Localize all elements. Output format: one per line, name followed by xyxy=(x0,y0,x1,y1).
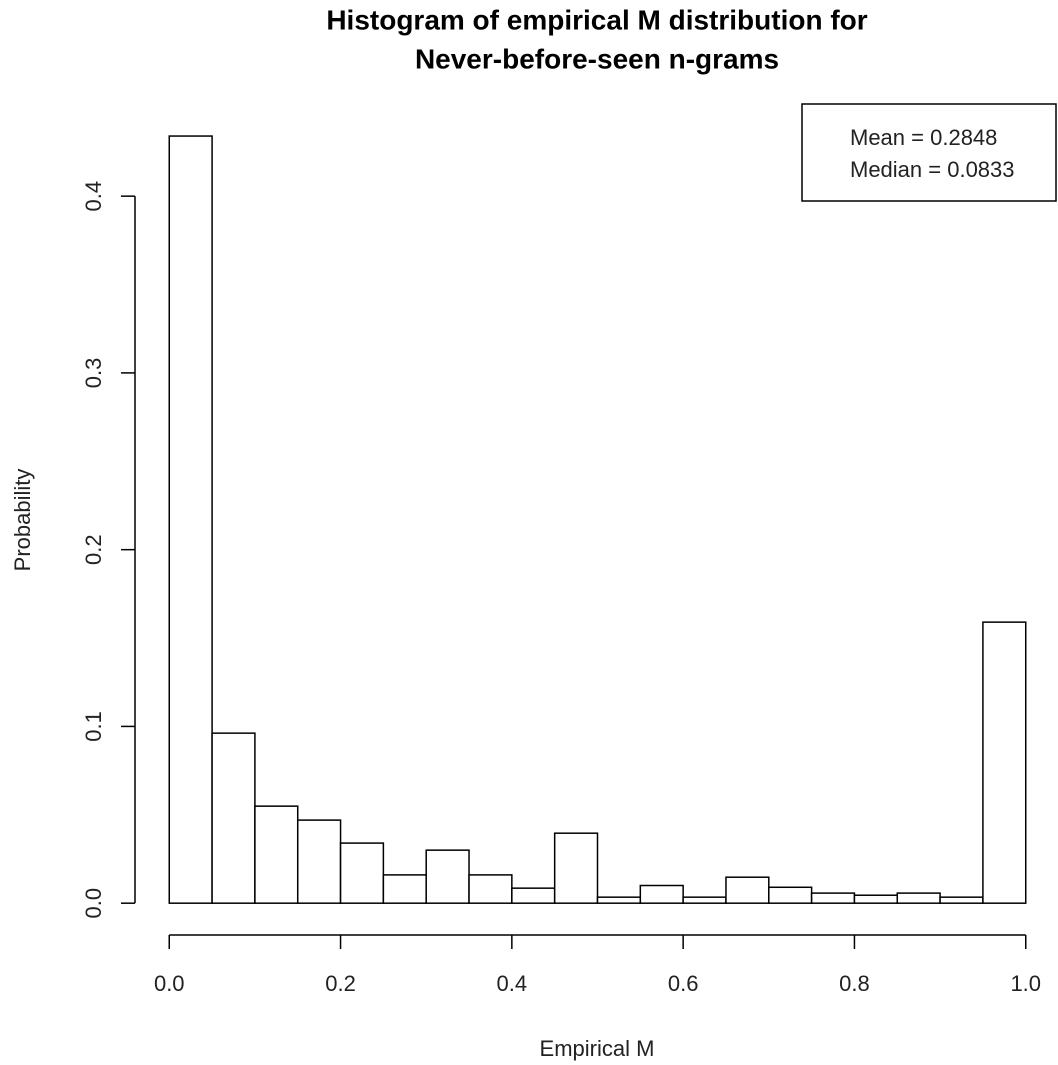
legend-entry: Median = 0.0833 xyxy=(850,157,1015,182)
bar xyxy=(339,842,385,904)
bar xyxy=(168,135,213,904)
legend-box xyxy=(801,103,1057,202)
bar xyxy=(254,805,299,904)
y-tick-label: 0.3 xyxy=(81,358,106,389)
bar xyxy=(939,896,984,904)
bar xyxy=(468,874,513,904)
bar xyxy=(982,621,1027,904)
bar xyxy=(296,819,342,904)
x-tick-label: 1.0 xyxy=(1010,971,1041,996)
bar xyxy=(853,894,899,904)
bar xyxy=(553,832,599,904)
chart-title: Never-before-seen n-grams xyxy=(415,43,779,74)
bar xyxy=(810,892,856,904)
x-tick-label: 0.4 xyxy=(497,971,528,996)
legend-entry: Mean = 0.2848 xyxy=(850,125,997,150)
y-tick-label: 0.4 xyxy=(81,181,106,212)
bar xyxy=(639,884,684,904)
bar xyxy=(382,874,427,904)
bar xyxy=(211,732,256,904)
y-tick-label: 0.0 xyxy=(81,888,106,919)
bar xyxy=(768,886,813,904)
x-tick-label: 0.2 xyxy=(325,971,356,996)
y-tick-label: 0.1 xyxy=(81,711,106,742)
x-tick-label: 0.8 xyxy=(839,971,870,996)
bar xyxy=(896,892,941,904)
x-tick-label: 0.6 xyxy=(668,971,699,996)
chart-title: Histogram of empirical M distribution fo… xyxy=(326,4,867,35)
bar xyxy=(425,849,470,904)
y-tick-label: 0.2 xyxy=(81,534,106,565)
x-axis-label: Empirical M xyxy=(540,1036,655,1061)
bar xyxy=(725,876,770,904)
bar xyxy=(682,896,727,904)
y-axis-label: Probability xyxy=(10,469,35,572)
x-tick-label: 0.0 xyxy=(154,971,185,996)
bar xyxy=(596,896,642,904)
bar xyxy=(511,887,556,904)
